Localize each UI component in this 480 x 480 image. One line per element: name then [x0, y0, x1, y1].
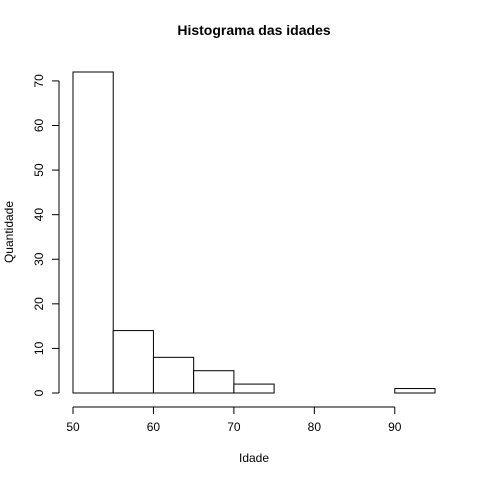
histogram-bar — [233, 383, 275, 394]
histogram-bar — [112, 330, 154, 394]
x-axis-label: Idade — [239, 451, 269, 465]
y-axis-label: Quantidade — [2, 201, 16, 263]
x-tick-label: 50 — [66, 420, 80, 434]
histogram-bar — [193, 370, 235, 394]
x-tick-label: 70 — [227, 420, 241, 434]
histogram-bar — [72, 71, 114, 394]
histogram-bar — [394, 388, 436, 394]
y-tick-label: 70 — [32, 74, 46, 88]
y-tick-label: 60 — [32, 119, 46, 133]
y-tick-label: 20 — [32, 297, 46, 311]
bars-group — [72, 71, 436, 394]
x-tick-label: 90 — [388, 420, 402, 434]
histogram-bar — [152, 356, 195, 394]
x-tick-label: 80 — [308, 420, 322, 434]
y-tick-label: 10 — [32, 341, 46, 355]
y-tick-label: 50 — [32, 163, 46, 177]
y-axis: 0 10 20 30 40 50 60 70 — [32, 74, 60, 396]
chart-title: Histograma das idades — [177, 22, 330, 38]
y-tick-label: 40 — [32, 208, 46, 222]
x-tick-label: 60 — [147, 420, 161, 434]
x-axis: 50 60 70 80 90 — [66, 406, 402, 434]
y-tick-label: 30 — [32, 252, 46, 266]
y-tick-label: 0 — [32, 389, 46, 396]
